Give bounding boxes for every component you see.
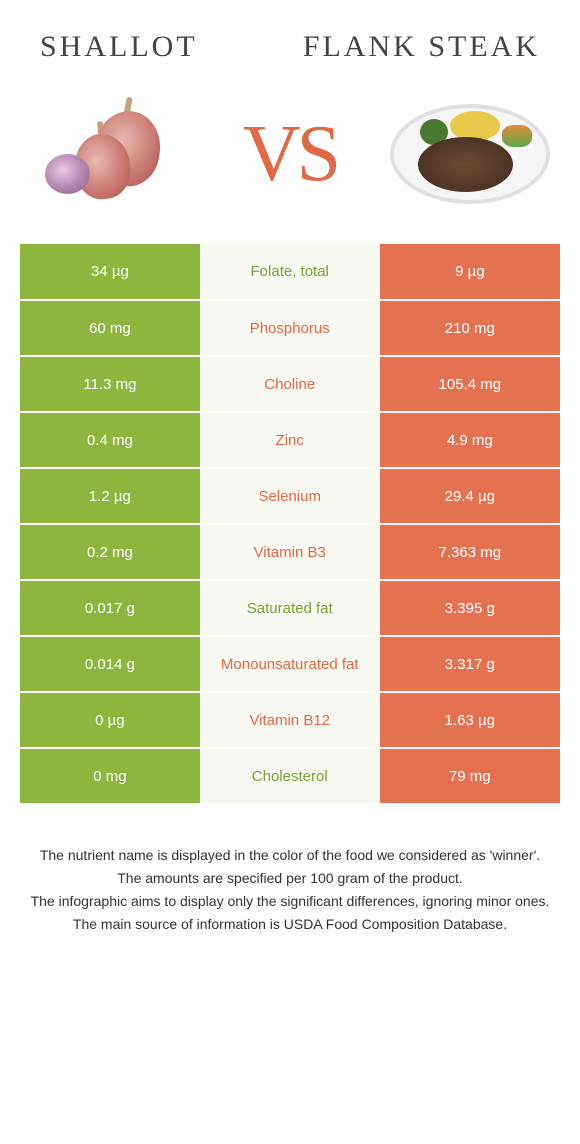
nutrient-label: Selenium xyxy=(200,468,380,524)
right-value: 3.395 g xyxy=(380,580,560,636)
flank-steak-image xyxy=(390,94,550,214)
left-value: 0 µg xyxy=(20,692,200,748)
table-row: 0.2 mgVitamin B37.363 mg xyxy=(20,524,560,580)
vs-label: VS xyxy=(243,109,337,200)
nutrient-label: Monounsaturated fat xyxy=(200,636,380,692)
table-row: 34 µgFolate, total9 µg xyxy=(20,244,560,300)
right-value: 7.363 mg xyxy=(380,524,560,580)
nutrient-label: Phosphorus xyxy=(200,300,380,356)
footnote-line: The infographic aims to display only the… xyxy=(30,891,550,912)
nutrient-label: Saturated fat xyxy=(200,580,380,636)
nutrient-label: Vitamin B12 xyxy=(200,692,380,748)
right-value: 79 mg xyxy=(380,748,560,804)
nutrient-label: Vitamin B3 xyxy=(200,524,380,580)
hero-row: VS xyxy=(0,84,580,244)
left-value: 0.014 g xyxy=(20,636,200,692)
left-value: 11.3 mg xyxy=(20,356,200,412)
right-value: 9 µg xyxy=(380,244,560,300)
right-value: 29.4 µg xyxy=(380,468,560,524)
left-value: 60 mg xyxy=(20,300,200,356)
table-row: 0.017 gSaturated fat3.395 g xyxy=(20,580,560,636)
left-value: 0.4 mg xyxy=(20,412,200,468)
shallot-image xyxy=(30,94,190,214)
nutrient-label: Choline xyxy=(200,356,380,412)
food-right-title: FLANK STEAK xyxy=(303,30,540,64)
left-value: 0.017 g xyxy=(20,580,200,636)
footnotes: The nutrient name is displayed in the co… xyxy=(0,805,580,935)
right-value: 1.63 µg xyxy=(380,692,560,748)
nutrient-label: Folate, total xyxy=(200,244,380,300)
right-value: 4.9 mg xyxy=(380,412,560,468)
table-row: 0 µgVitamin B121.63 µg xyxy=(20,692,560,748)
footnote-line: The main source of information is USDA F… xyxy=(30,914,550,935)
table-row: 60 mgPhosphorus210 mg xyxy=(20,300,560,356)
food-left-title: SHALLOT xyxy=(40,30,198,64)
footnote-line: The nutrient name is displayed in the co… xyxy=(30,845,550,866)
table-row: 1.2 µgSelenium29.4 µg xyxy=(20,468,560,524)
right-value: 3.317 g xyxy=(380,636,560,692)
table-row: 0.4 mgZinc4.9 mg xyxy=(20,412,560,468)
footnote-line: The amounts are specified per 100 gram o… xyxy=(30,868,550,889)
left-value: 0.2 mg xyxy=(20,524,200,580)
right-value: 210 mg xyxy=(380,300,560,356)
nutrient-label: Zinc xyxy=(200,412,380,468)
table-row: 11.3 mgCholine105.4 mg xyxy=(20,356,560,412)
comparison-table: 34 µgFolate, total9 µg60 mgPhosphorus210… xyxy=(20,244,560,805)
left-value: 1.2 µg xyxy=(20,468,200,524)
nutrient-label: Cholesterol xyxy=(200,748,380,804)
left-value: 34 µg xyxy=(20,244,200,300)
comparison-table-wrap: 34 µgFolate, total9 µg60 mgPhosphorus210… xyxy=(0,244,580,805)
table-row: 0.014 gMonounsaturated fat3.317 g xyxy=(20,636,560,692)
right-value: 105.4 mg xyxy=(380,356,560,412)
table-row: 0 mgCholesterol79 mg xyxy=(20,748,560,804)
left-value: 0 mg xyxy=(20,748,200,804)
header: SHALLOT FLANK STEAK xyxy=(0,0,580,84)
